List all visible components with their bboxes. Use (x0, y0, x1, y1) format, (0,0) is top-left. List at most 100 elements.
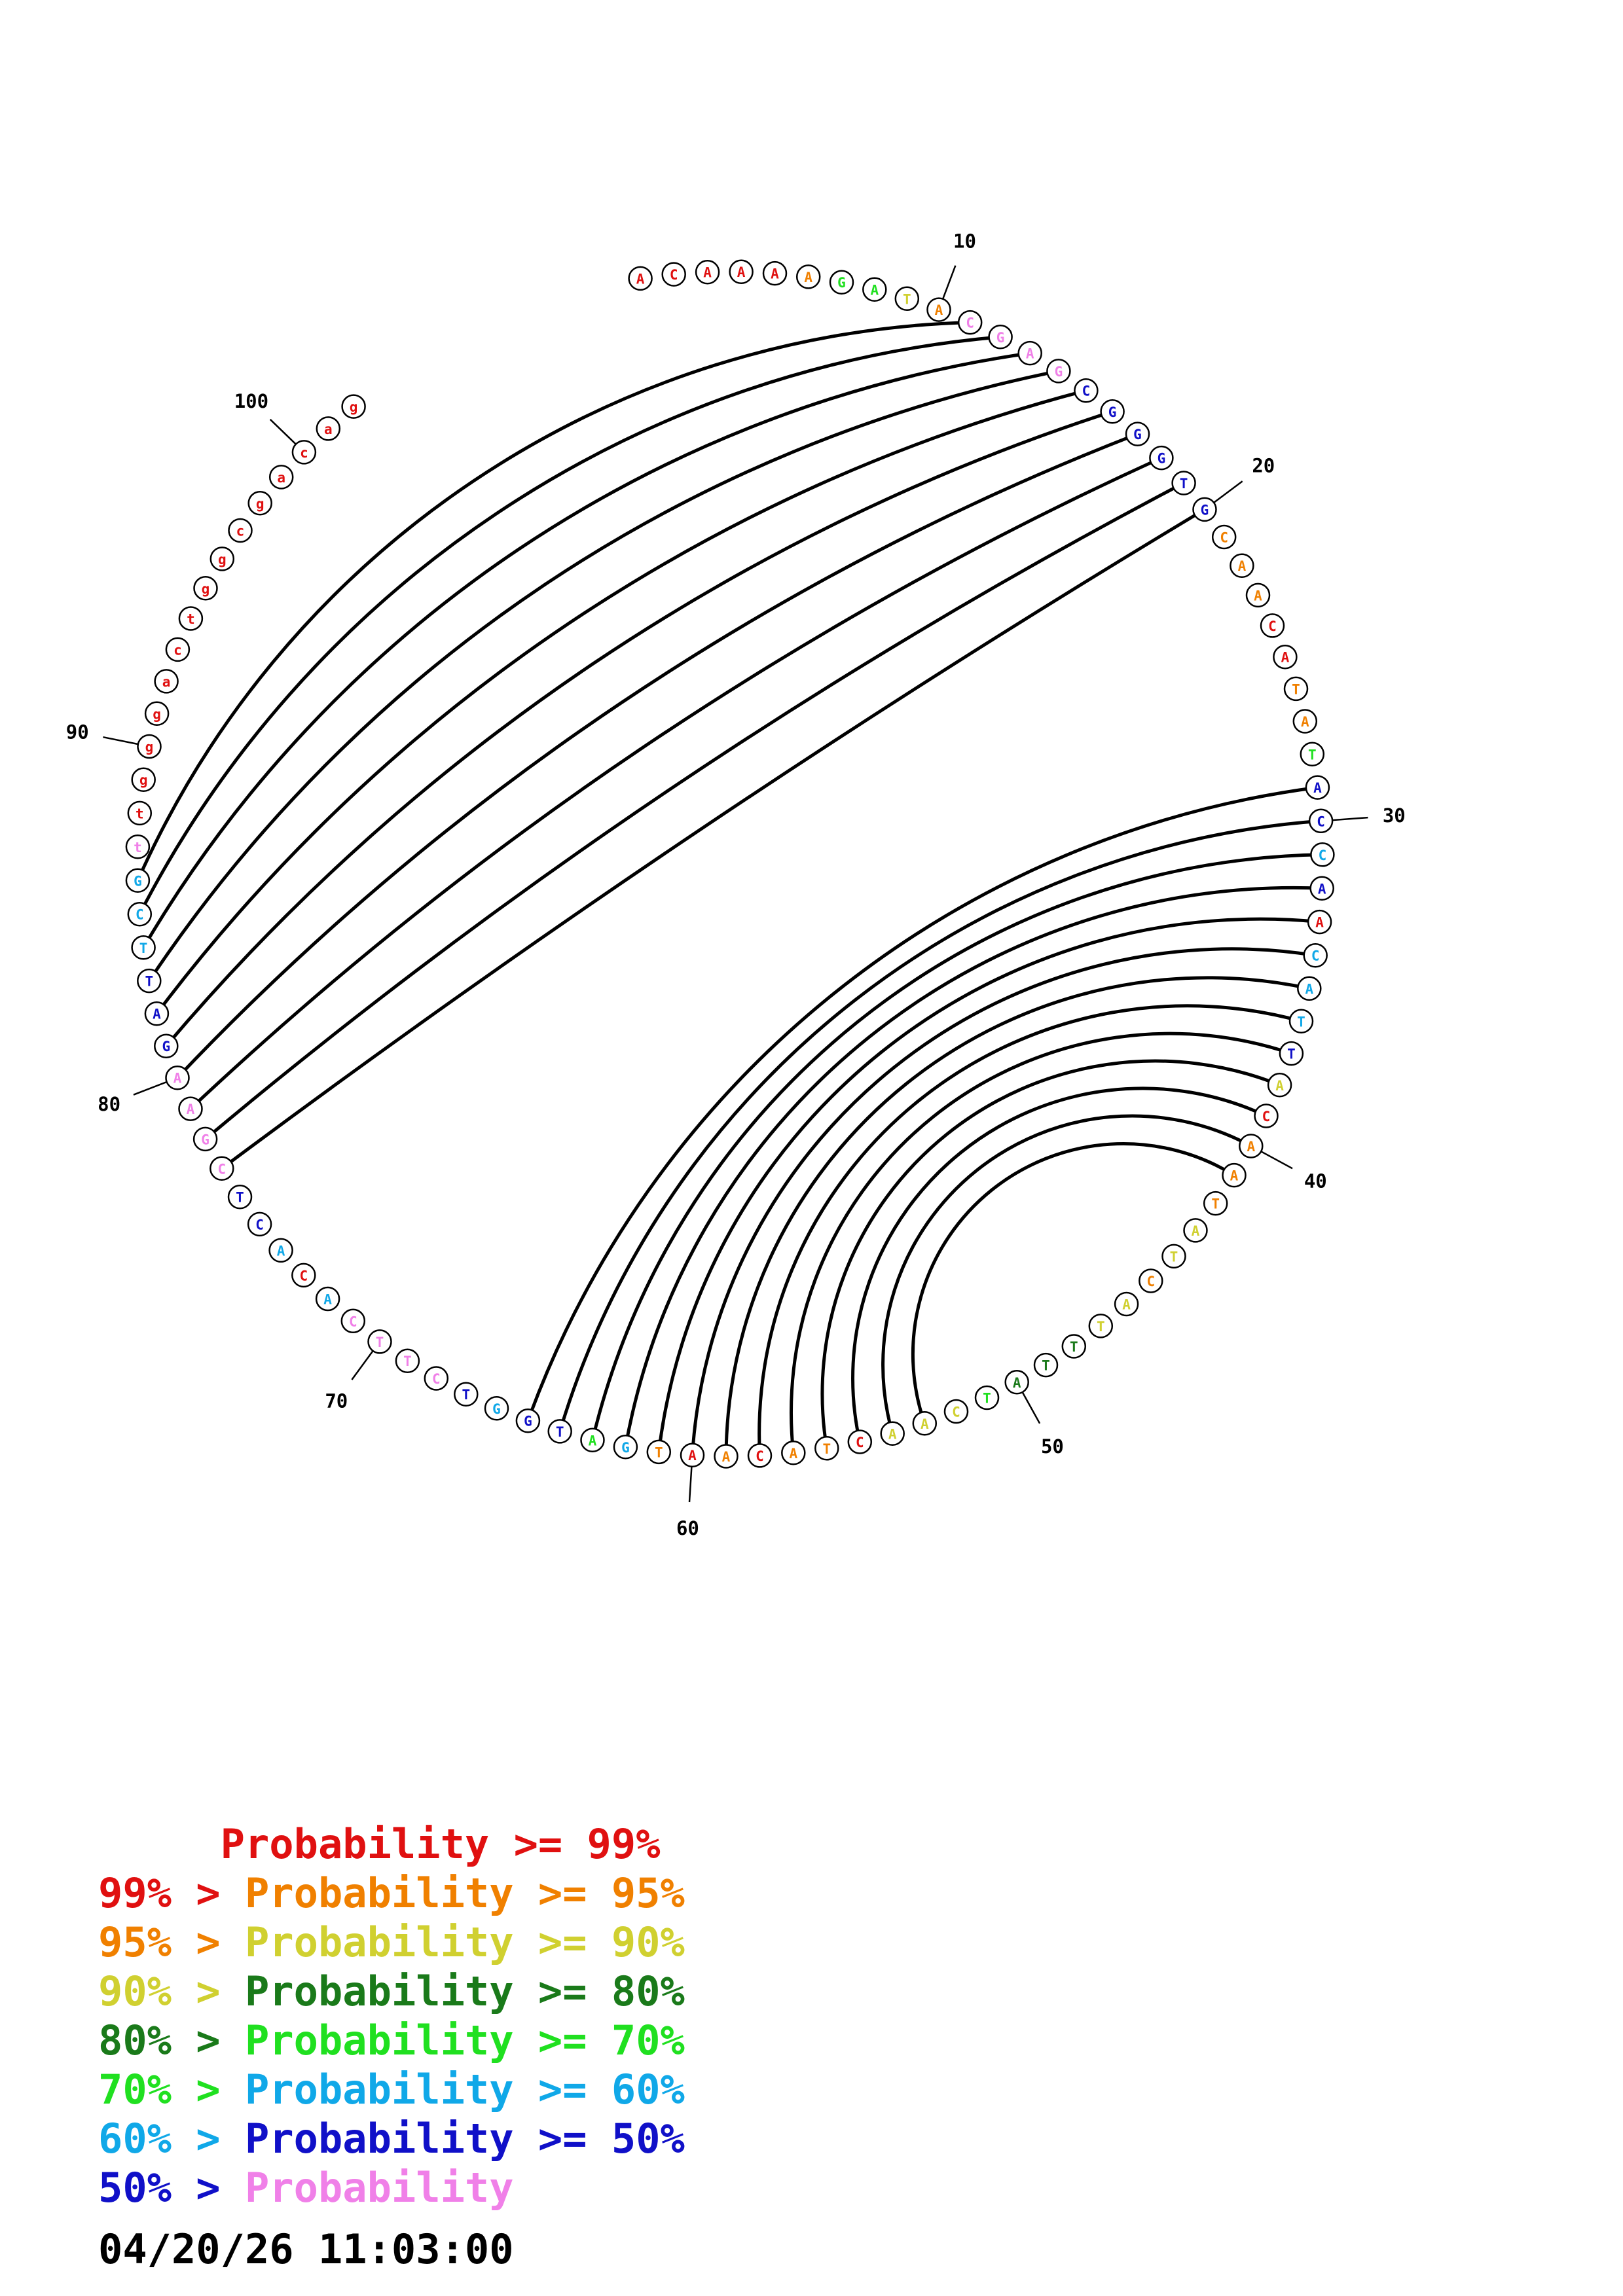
legend-label: Probability >= 99% (220, 1820, 661, 1868)
nucleotide-letter: A (187, 1102, 195, 1117)
nucleotide-circle (268, 465, 294, 490)
nucleotide-letter: C (856, 1435, 864, 1450)
base-pair-arc (851, 1086, 1267, 1443)
nucleotide-circle (154, 669, 179, 694)
nucleotide-circle (547, 1419, 572, 1444)
nucleotide: T (974, 1385, 1000, 1410)
nucleotide-circle (974, 1385, 1000, 1410)
nucleotide: c (165, 637, 191, 662)
nucleotide-letter: T (822, 1441, 831, 1457)
nucleotide-circle (613, 1435, 638, 1460)
base-pair-arc (820, 1059, 1281, 1449)
legend-row: 80% > Probability >= 70% (98, 2016, 685, 2065)
nucleotide-letter: g (256, 496, 264, 512)
nucleotide: C (1254, 1103, 1279, 1128)
nucleotide-circle (268, 1238, 293, 1263)
nucleotide-circle (210, 547, 235, 571)
nucleotide-letter: t (134, 840, 142, 855)
nucleotide: g (247, 491, 272, 516)
nucleotide: C (847, 1429, 873, 1454)
nucleotide-letter: G (162, 1039, 170, 1054)
position-tick (269, 418, 297, 445)
nucleotide-circle (695, 259, 720, 285)
nucleotide-circle (1100, 399, 1125, 424)
nucleotide-circle (192, 1126, 218, 1152)
nucleotide-circle (1305, 775, 1330, 800)
nucleotide-circle (661, 262, 686, 287)
position-ticks: 10 20 30 40 50 60 70 80 90 100 (66, 230, 1406, 1539)
legend-label: Probability >= 80% (244, 1967, 685, 2015)
nucleotide-circle (1074, 378, 1099, 403)
nucleotide-ring: A C A A A A G ATACGAGCGGGTGCAACATATACCAACATTACA… (125, 259, 1335, 1469)
nucleotide: C (1074, 378, 1099, 403)
nucleotide-letter: T (1170, 1249, 1178, 1265)
nucleotide-circle (247, 491, 272, 516)
nucleotide-circle (1183, 1218, 1208, 1243)
nucleotide-circle (1192, 497, 1217, 522)
nucleotide-letter: G (201, 1132, 210, 1147)
nucleotide: A (1267, 1073, 1292, 1098)
nucleotide: A (1222, 1162, 1247, 1188)
nucleotide-letter: G (134, 873, 142, 889)
legend-label: Probability (244, 2164, 514, 2212)
nucleotide: C (747, 1443, 773, 1468)
nucleotide-circle (1211, 524, 1237, 550)
position-number: 40 (1304, 1170, 1327, 1192)
nucleotide: A (1114, 1291, 1139, 1317)
nucleotide-letter: C (217, 1161, 226, 1177)
nucleotide-letter: T (1287, 1047, 1296, 1062)
nucleotide-circle (484, 1396, 509, 1421)
nucleotide: A (926, 297, 951, 322)
nucleotide-letter: T (1292, 681, 1300, 697)
nucleotide-letter: C (1220, 530, 1228, 546)
nucleotide: T (814, 1436, 839, 1461)
nucleotide: T (137, 968, 162, 994)
nucleotide-letter: A (789, 1446, 797, 1462)
legend-prefix: 60% > (98, 2115, 245, 2162)
nucleotide-letter: A (323, 1292, 332, 1308)
nucleotide-letter: g (139, 772, 148, 788)
nucleotide-circle (178, 1096, 203, 1121)
nucleotide-letter: A (1315, 915, 1324, 931)
nucleotide-letter: T (1097, 1319, 1105, 1335)
nucleotide-circle (1125, 422, 1150, 446)
position-number: 30 (1383, 804, 1406, 827)
nucleotide-letter: T (236, 1190, 244, 1206)
nucleotide: C (127, 901, 153, 927)
nucleotide: g (144, 701, 170, 726)
nucleotide: A (912, 1411, 938, 1436)
nucleotide-circle (862, 277, 887, 302)
nucleotide: A (628, 266, 653, 291)
nucleotide-letter: G (1201, 502, 1209, 518)
nucleotide-letter: T (1042, 1358, 1050, 1374)
legend-prefix: 70% > (98, 2066, 245, 2113)
nucleotide: A (315, 1286, 340, 1312)
position-tick (1021, 1391, 1041, 1424)
nucleotide-circle (880, 1421, 905, 1446)
base-pair-arc (691, 947, 1316, 1456)
nucleotide-circle (1283, 676, 1309, 702)
nucleotide: A (880, 1421, 905, 1446)
nucleotide-letter: T (139, 941, 148, 956)
nucleotide-letter: T (462, 1387, 470, 1403)
nucleotide-circle (178, 606, 204, 631)
nucleotide-circle (1288, 1009, 1314, 1034)
nucleotide-letter: T (1308, 747, 1317, 762)
legend-label: Probability >= 95% (244, 1869, 685, 1917)
nucleotide: T (1171, 471, 1196, 495)
nucleotide-circle (1114, 1291, 1139, 1317)
nucleotide-letter: A (1301, 714, 1309, 730)
nucleotide-letter: A (1230, 1168, 1239, 1184)
nucleotide-circle (1308, 808, 1334, 834)
nucleotide: G (192, 1126, 218, 1152)
nucleotide: a (154, 669, 179, 694)
nucleotide-circle (1171, 471, 1196, 495)
nucleotide-letter: A (1254, 588, 1262, 603)
legend-label: Probability >= 60% (244, 2066, 685, 2113)
nucleotide-circle (515, 1408, 541, 1433)
nucleotide-letter: A (1318, 881, 1326, 897)
nucleotide-letter: C (756, 1448, 764, 1464)
nucleotide: A (695, 259, 720, 285)
nucleotide: T (1061, 1334, 1087, 1359)
